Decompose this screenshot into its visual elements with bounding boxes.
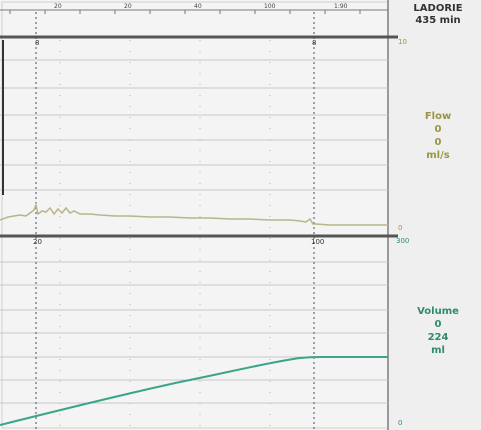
flow-label: Flow (424, 111, 452, 122)
marker-left-label: 8 (35, 39, 39, 47)
volume-total: 224 (427, 332, 449, 343)
flow-unit: ml/s (426, 150, 450, 161)
end-time-label: 100 (311, 238, 324, 246)
flow-scale-top: 10 (398, 38, 407, 46)
start-time-label: 20 (33, 238, 42, 246)
top-tick-label: 100 (264, 3, 276, 10)
flow-readout: Flow 0 0 ml/s (400, 110, 476, 162)
header-box: LADORIE 435 min (398, 3, 478, 27)
marker-right-label: 8 (312, 39, 316, 47)
flow-grid (0, 59, 388, 191)
volume-value: 0 (434, 319, 442, 330)
top-ticks: 20 20 40 100 1:90 (9, 3, 361, 14)
flow-trace (0, 202, 388, 226)
volume-scale-bottom: 0 (398, 419, 402, 427)
side-panel (388, 0, 481, 430)
duration-label: 435 min (415, 15, 461, 26)
flow-value: 0 (434, 124, 442, 135)
top-tick-label: 20 (54, 3, 62, 10)
flow-unit-prefix: 0 (434, 137, 442, 148)
top-tick-label: 1:90 (334, 3, 348, 10)
volume-scale-top: 300 (396, 237, 409, 245)
top-tick-label: 40 (194, 3, 202, 10)
volume-label: Volume (417, 306, 459, 317)
flow-scale-bottom: 0 (398, 224, 402, 232)
volume-trace (0, 356, 388, 426)
app-label: LADORIE (413, 3, 463, 14)
top-tick-label: 20 (124, 3, 132, 10)
volume-unit: ml (431, 345, 445, 356)
volume-readout: Volume 0 224 ml (400, 305, 476, 357)
